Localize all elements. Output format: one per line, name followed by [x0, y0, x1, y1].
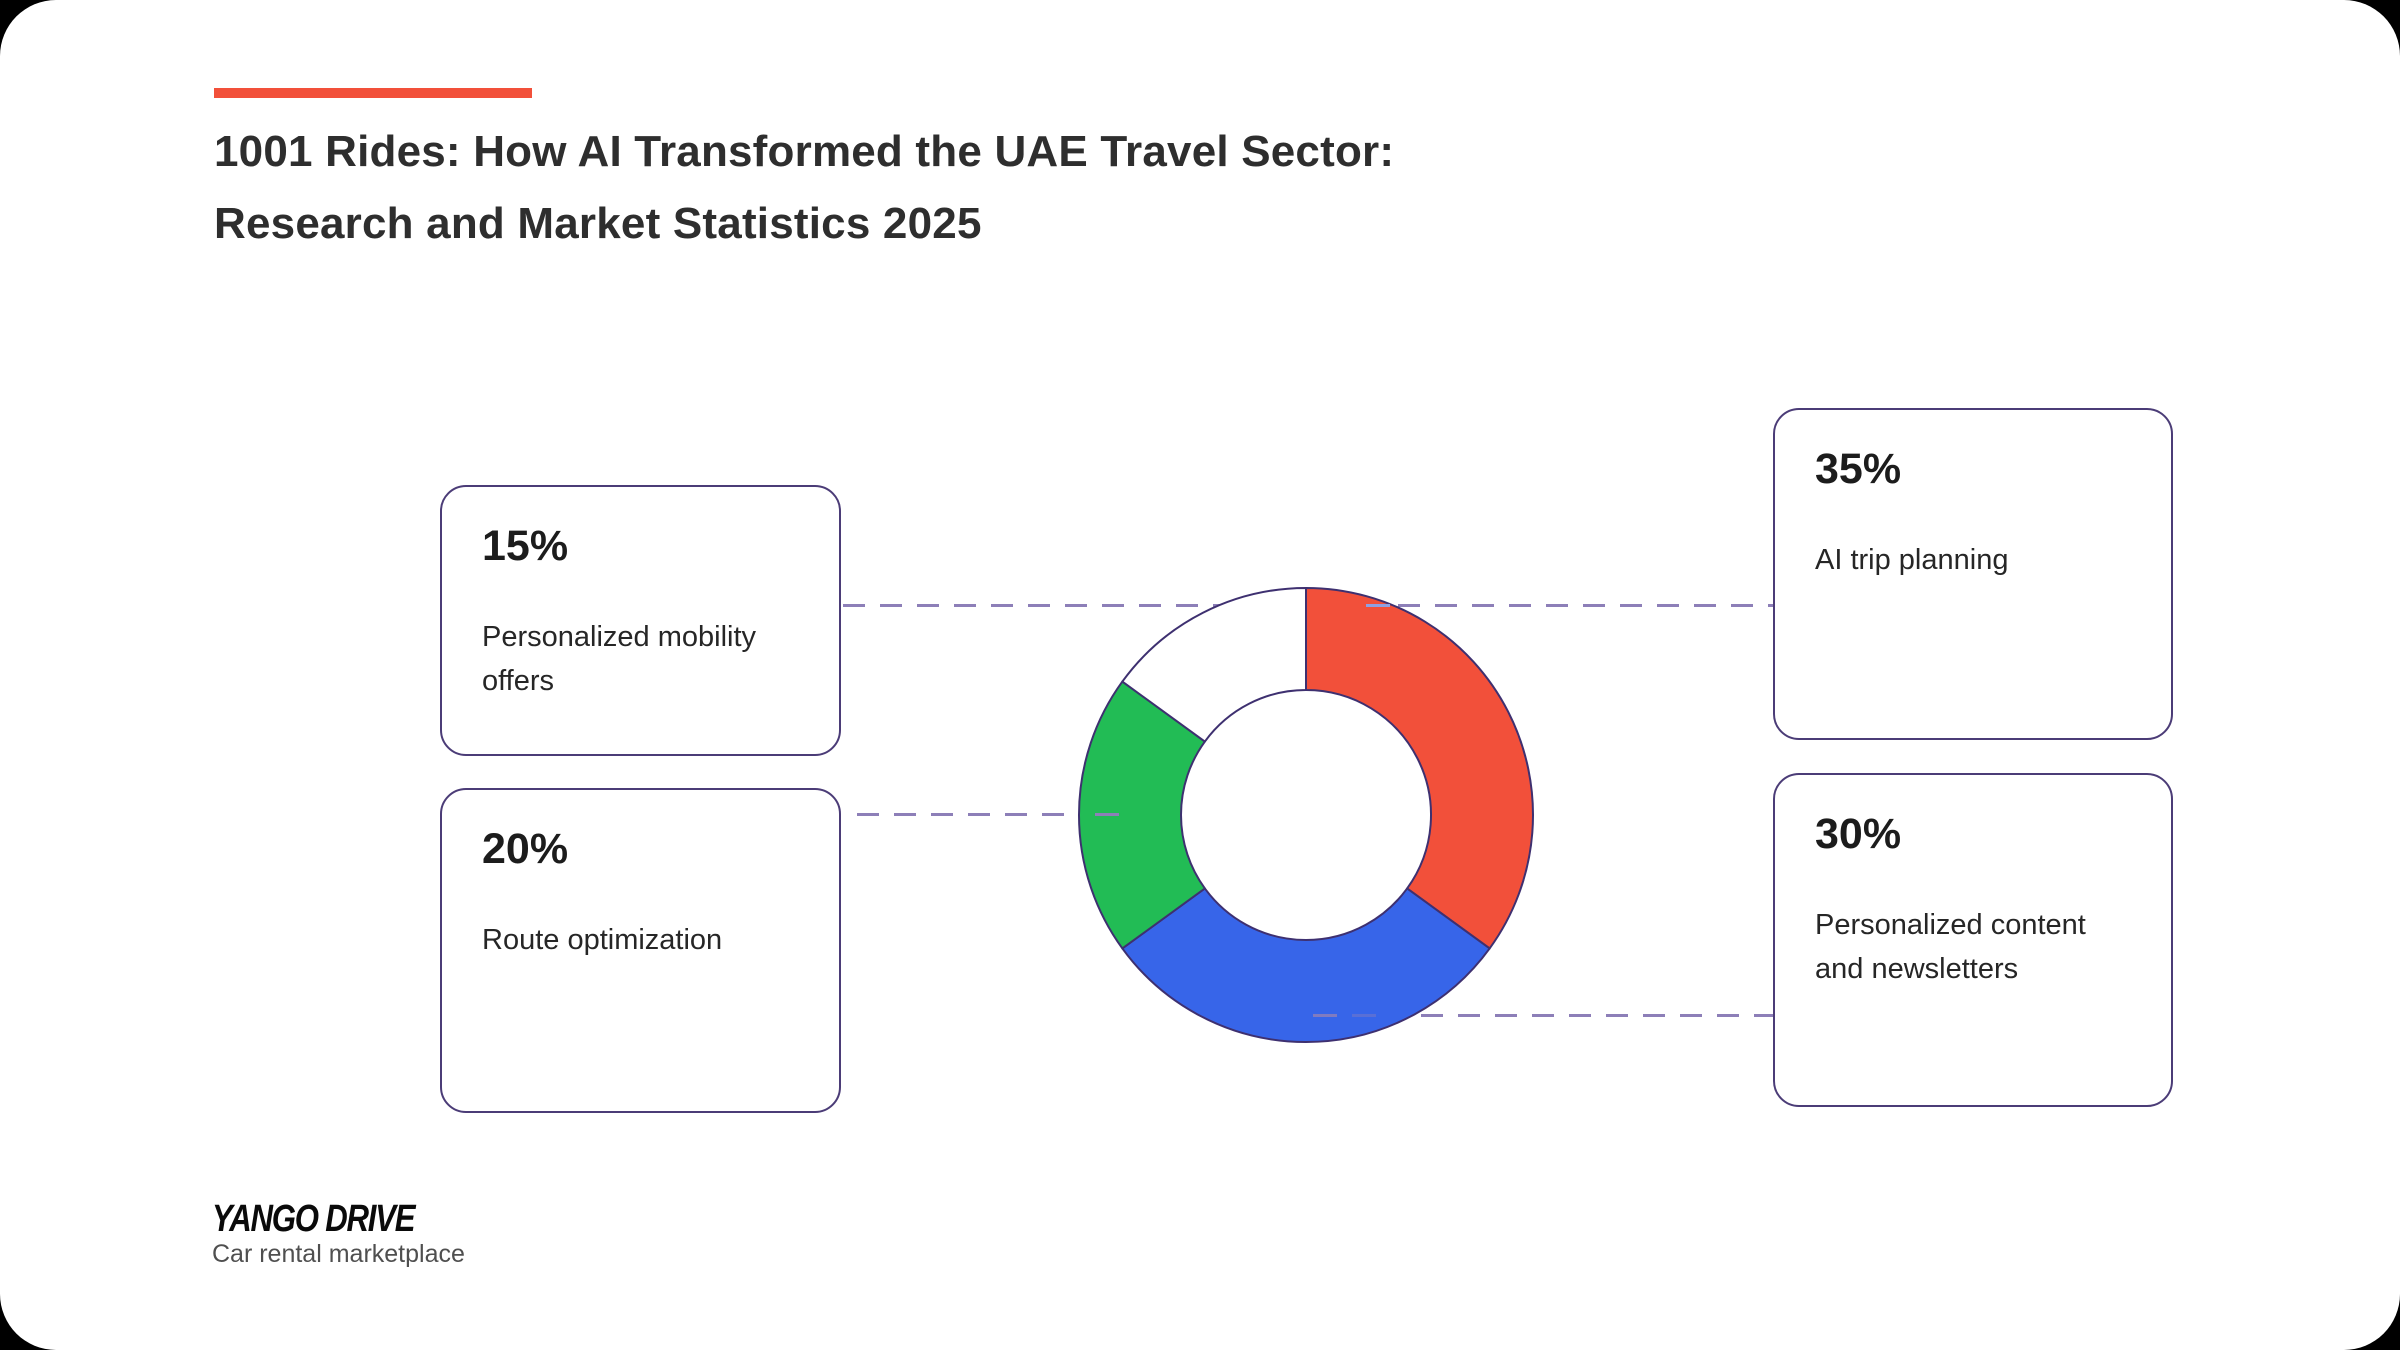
donut-segment-15pct — [1121, 587, 1307, 743]
card-percent-35: 35% — [1815, 445, 1902, 493]
card-percent-20: 20% — [482, 825, 569, 873]
connector-dash-over-blue-2 — [1352, 1014, 1376, 1017]
connector-line-20 — [857, 813, 1081, 816]
connector-dash-over-green — [1095, 813, 1119, 816]
donut-chart-svg — [1078, 587, 1534, 1043]
connector-dash-over-blue — [1313, 1014, 1337, 1017]
donut-segment-20pct — [1078, 680, 1206, 950]
brand-logo: YANGO DRIVE — [212, 1198, 416, 1240]
donut-segment-30pct — [1121, 887, 1491, 1043]
donut-segment-35pct — [1305, 587, 1534, 950]
card-label-20: Route optimization — [482, 924, 723, 956]
callout-card-15: 15% Personalized mobility offers — [440, 485, 841, 756]
page-title: 1001 Rides: How AI Transformed the UAE T… — [214, 116, 1714, 260]
page-title-line-1: 1001 Rides: How AI Transformed the UAE T… — [214, 127, 1395, 176]
callout-card-35: 35% AI trip planning — [1773, 408, 2173, 740]
card-percent-30: 30% — [1815, 810, 1902, 858]
callout-card-20: 20% Route optimization — [440, 788, 841, 1113]
card-label-15: Personalized mobility offers — [482, 621, 757, 697]
connector-dash-over-red — [1366, 604, 1390, 607]
connector-line-30 — [1310, 1014, 1773, 1017]
callout-card-30: 30% Personalized content and newsletters — [1773, 773, 2173, 1107]
accent-bar — [214, 88, 532, 98]
page-title-line-2: Research and Market Statistics 2025 — [214, 199, 982, 248]
brand-tagline: Car rental marketplace — [212, 1240, 465, 1268]
donut-chart — [1066, 575, 1546, 1055]
card-percent-15: 15% — [482, 522, 569, 570]
card-label-30: Personalized content and newsletters — [1815, 909, 2086, 985]
card-label-35: AI trip planning — [1815, 544, 2009, 576]
